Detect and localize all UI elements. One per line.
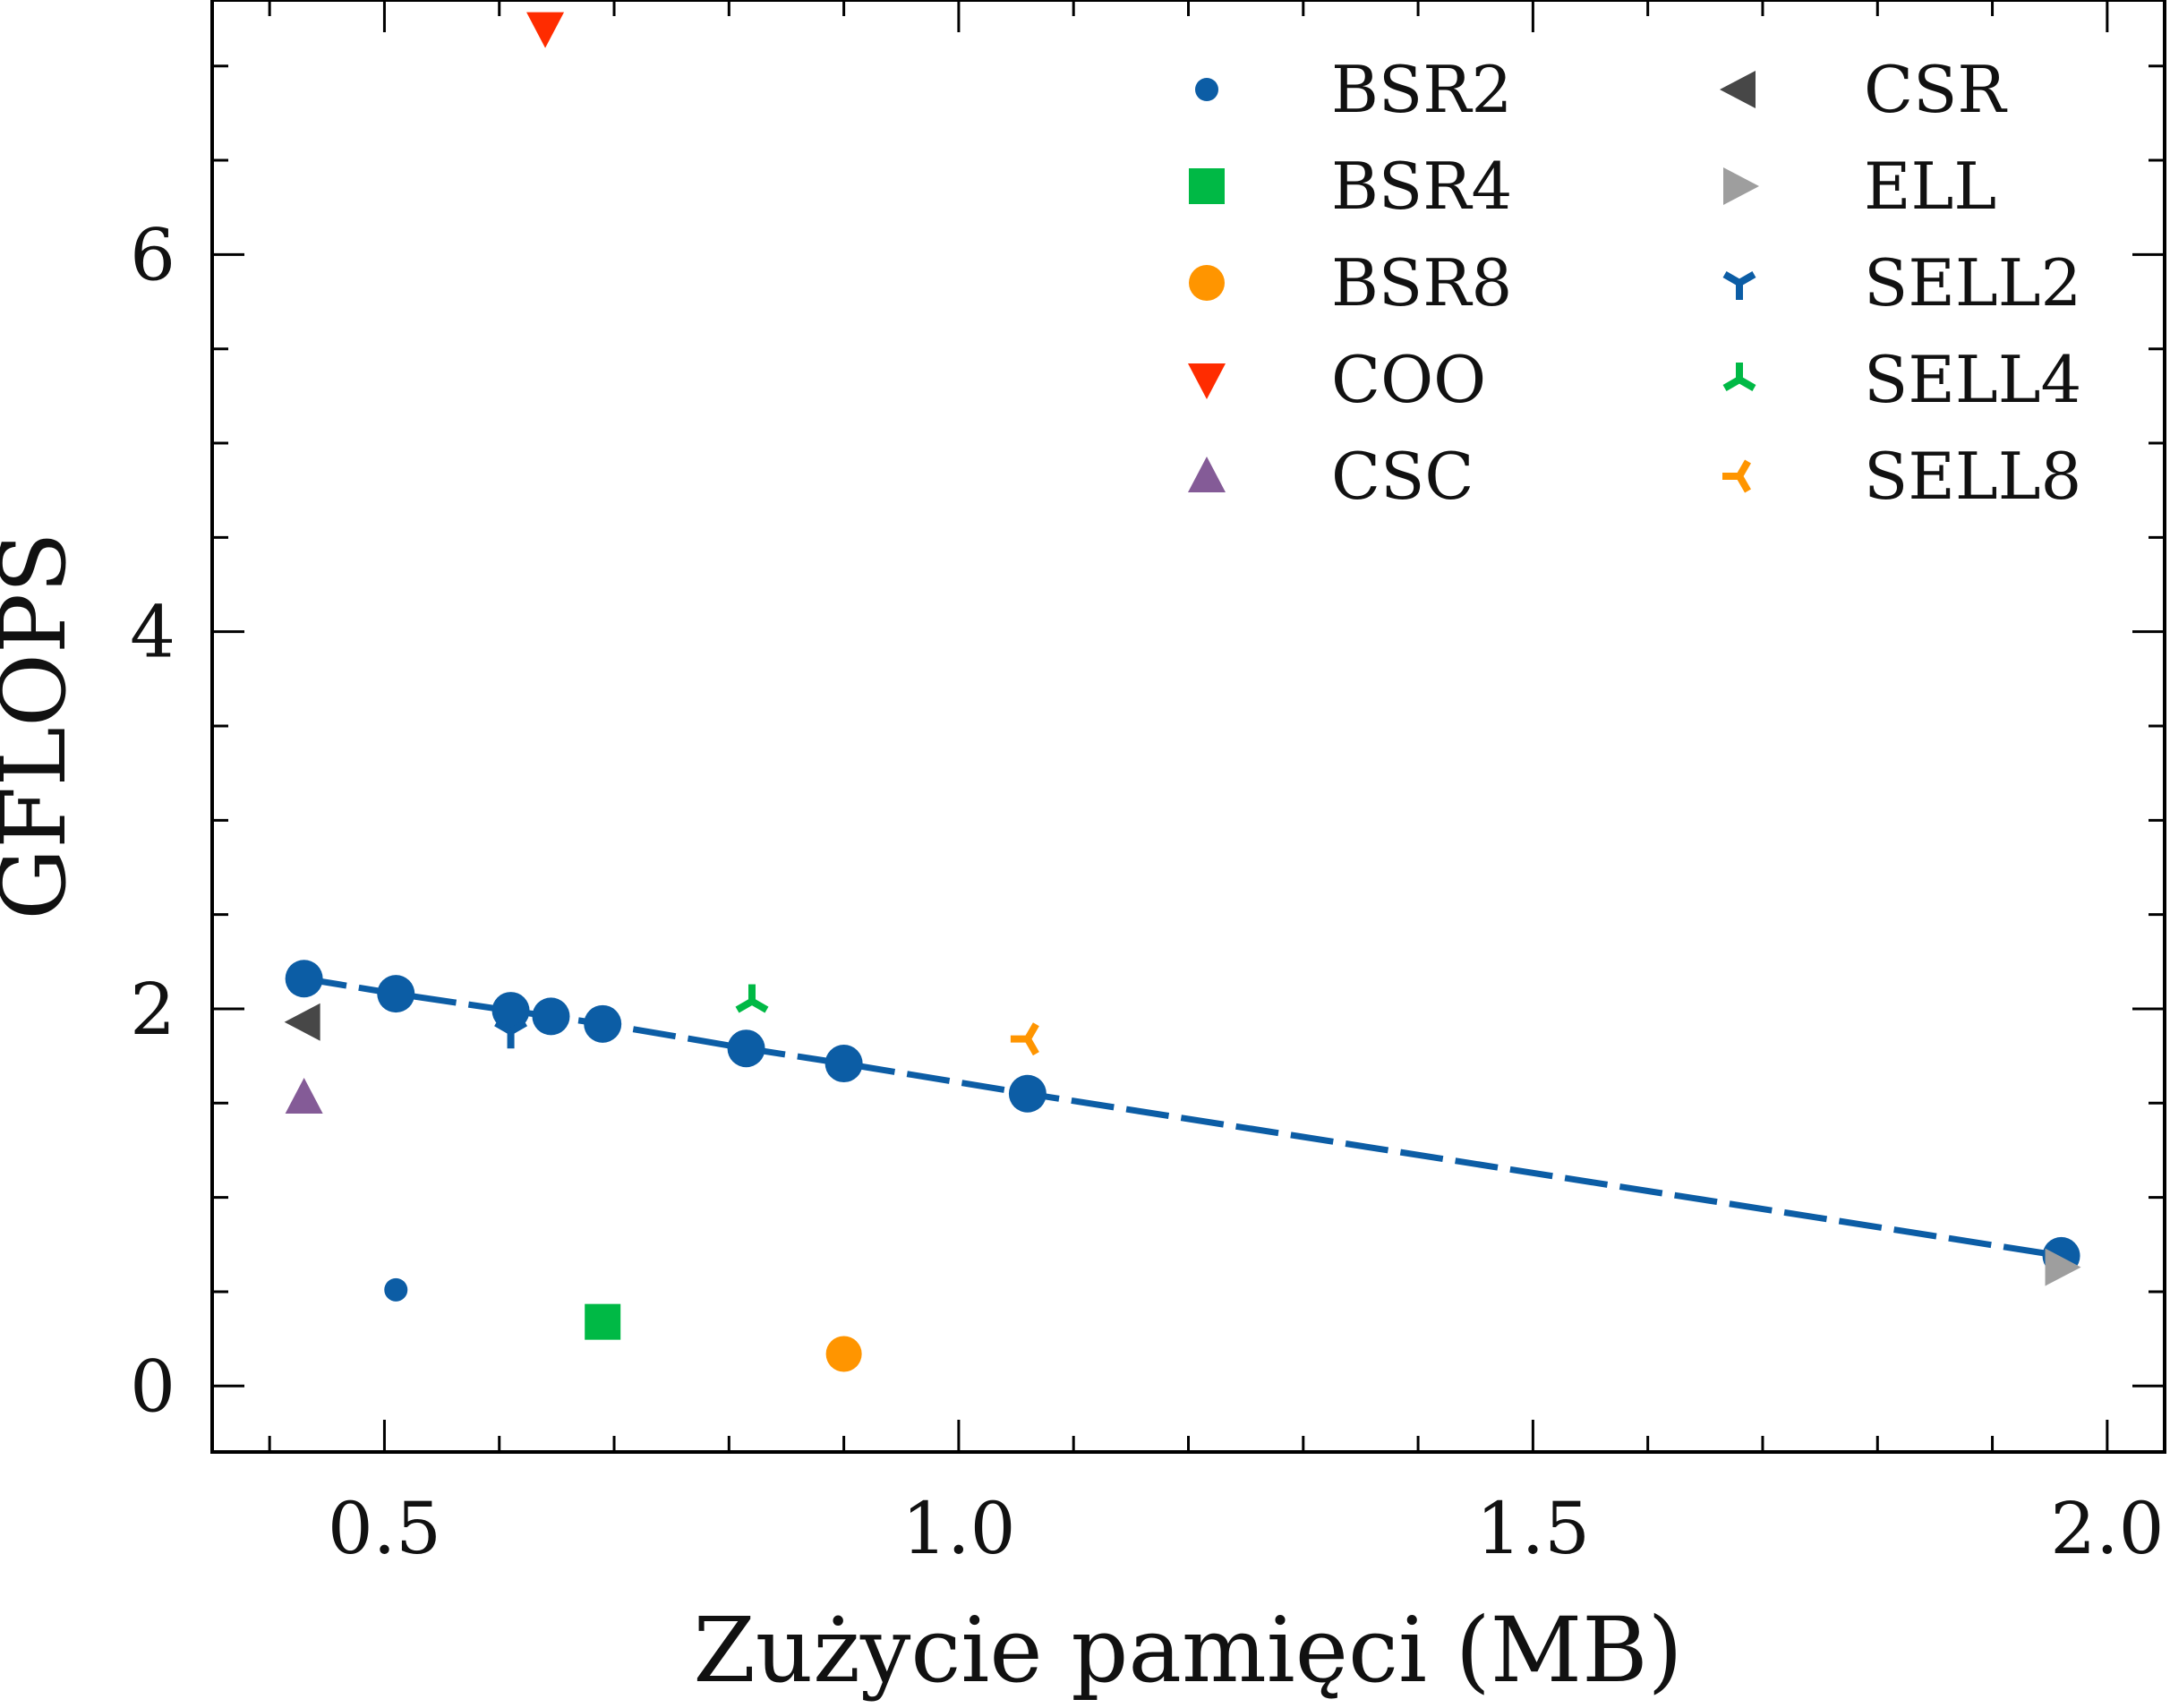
y-axis-title: GFLOPS (0, 532, 86, 919)
tick-layer (212, 0, 2165, 1452)
legend-label-bsr4: BSR4 (1331, 149, 1512, 224)
trend-point (1008, 1074, 1047, 1113)
point-sell4-arm (749, 998, 769, 1013)
trend-point (377, 975, 415, 1013)
legend-marker-bsr8 (1189, 265, 1225, 301)
legend-marker-sell4 (1722, 363, 1756, 391)
point-sell2 (494, 1020, 528, 1049)
point-bsr8 (825, 1336, 862, 1372)
plot-frame (210, 0, 2166, 1454)
point-sell8 (1010, 1022, 1039, 1056)
x-tick-label: 2.0 (2050, 1487, 2164, 1570)
legend-marker-bsr4 (1189, 168, 1225, 204)
legend-marker-sell4-arm (1722, 376, 1742, 391)
point-sell4 (735, 984, 769, 1013)
legend-entry-sell4: SELL4 (1722, 342, 2081, 417)
legend-label-bsr2: BSR2 (1331, 52, 1512, 127)
trend-point (727, 1029, 765, 1068)
legend-marker-sell8-arm (1736, 474, 1751, 493)
legend-marker-csr (1720, 71, 1756, 108)
legend-entry-sell8: SELL8 (1722, 439, 2081, 514)
x-tick-label: 0.5 (328, 1487, 441, 1570)
trend-point (491, 992, 530, 1030)
x-tick-label: 1.0 (901, 1487, 1015, 1570)
legend-label-sell8: SELL8 (1864, 439, 2081, 514)
trend-point (824, 1045, 863, 1083)
y-tick-label: 2 (130, 968, 175, 1051)
y-tick-labels: 0 2 4 6 (130, 213, 175, 1428)
point-sell2-arm (494, 1020, 513, 1035)
point-csr (284, 1003, 320, 1041)
y-tick-label: 0 (130, 1345, 175, 1428)
point-csc (285, 1077, 323, 1114)
legend-label-sell4: SELL4 (1864, 342, 2081, 417)
legend-marker-sell4-arm (1737, 376, 1756, 391)
legend-label-sell2: SELL2 (1864, 245, 2081, 320)
legend-marker-sell2 (1722, 271, 1756, 300)
legend-marker-csc (1188, 457, 1226, 492)
legend-entry-ell: ELL (1723, 149, 1996, 224)
x-tick-label: 1.5 (1476, 1487, 1590, 1570)
trend-point (532, 997, 570, 1036)
x-axis-title: Zużycie pamięci (MB) (693, 1598, 1682, 1703)
point-ell (2045, 1248, 2081, 1286)
point-sell2-arm (508, 1020, 528, 1035)
point-coo (526, 12, 565, 48)
legend-label-csr: CSR (1864, 52, 2007, 127)
legend-marker-bsr2 (1195, 78, 1218, 101)
legend-entry-bsr8: BSR8 (1189, 245, 1512, 320)
point-sell8-arm (1024, 1037, 1039, 1056)
legend: BSR2 BSR4 BSR8 COO CSC CSR ELL SELL2 SELL4 SELL8 (1188, 52, 2081, 514)
legend-marker-sell2-arm (1737, 271, 1756, 286)
point-bsr4 (585, 1303, 621, 1340)
points-layer (284, 12, 2081, 1372)
legend-entry-coo: COO (1188, 342, 1486, 417)
y-tick-label: 4 (130, 591, 175, 674)
x-tick-labels: 0.5 1.0 1.5 2.0 (328, 1487, 2165, 1570)
legend-marker-sell2-arm (1722, 271, 1742, 286)
legend-marker-sell8-arm (1736, 459, 1751, 479)
legend-entry-bsr4: BSR4 (1189, 149, 1512, 224)
trend-point (584, 1004, 622, 1043)
trend-layer (285, 960, 2080, 1275)
legend-marker-sell8 (1722, 459, 1751, 493)
point-bsr2 (384, 1277, 408, 1302)
legend-marker-coo (1188, 363, 1226, 399)
trend-point (285, 960, 323, 998)
legend-entry-sell2: SELL2 (1722, 245, 2081, 320)
legend-label-bsr8: BSR8 (1331, 245, 1512, 320)
legend-entry-csc: CSC (1188, 439, 1474, 514)
legend-label-csc: CSC (1331, 439, 1474, 514)
legend-label-coo: COO (1331, 342, 1486, 417)
legend-marker-ell (1723, 167, 1759, 205)
legend-entry-bsr2: BSR2 (1195, 52, 1512, 127)
point-sell4-arm (735, 998, 754, 1013)
point-sell8-arm (1024, 1022, 1039, 1041)
legend-label-ell: ELL (1864, 149, 1996, 224)
legend-entry-csr: CSR (1720, 52, 2007, 127)
y-tick-label: 6 (130, 213, 175, 296)
